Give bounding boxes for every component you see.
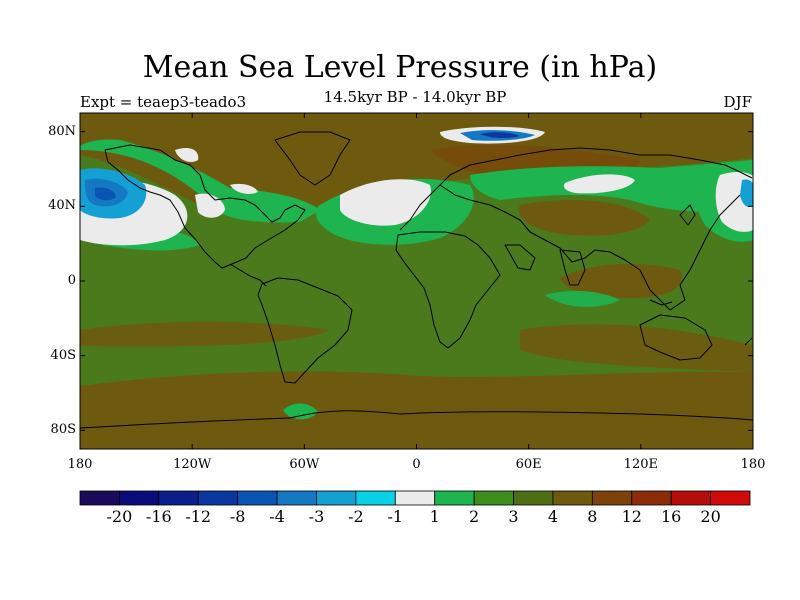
x-tick-label: 60W	[289, 457, 320, 472]
x-tick-label: 60E	[515, 457, 542, 472]
x-tick-label: 120E	[623, 457, 658, 472]
season-label: DJF	[723, 93, 752, 111]
colorbar-swatch	[158, 490, 199, 506]
colorbar-label: 4	[547, 507, 559, 526]
colorbar-label: -3	[308, 507, 325, 526]
colorbar-swatch	[473, 490, 514, 506]
colorbar-label: -20	[106, 507, 133, 526]
colorbar-label: 20	[700, 507, 721, 526]
pressure-field	[80, 113, 753, 449]
colorbar-label: -8	[229, 507, 246, 526]
colorbar-swatch	[591, 490, 633, 506]
colorbar-label: 8	[587, 507, 598, 526]
colorbar-label: 3	[508, 507, 519, 526]
y-ticks	[80, 131, 753, 431]
colorbar-label: 2	[469, 507, 480, 526]
y-tick-label: 0	[67, 273, 76, 288]
x-ticks	[79, 113, 754, 449]
colorbar-swatch	[631, 490, 672, 506]
y-tick-label: 40S	[50, 347, 76, 363]
chart-title: Mean Sea Level Pressure (in hPa)	[142, 50, 658, 85]
colorbar-swatch	[710, 490, 751, 506]
colorbar-swatch	[79, 490, 120, 506]
y-tick-label: 80N	[48, 123, 76, 139]
x-tick-label: 180	[67, 457, 93, 472]
colorbar-swatch	[119, 490, 160, 506]
colorbar-label: 1	[429, 507, 440, 526]
colorbar-swatch	[434, 490, 475, 506]
colorbar-label: -1	[387, 507, 404, 526]
colorbar-label: 12	[621, 507, 642, 526]
colorbar-label: -12	[185, 507, 212, 526]
colorbar-swatch	[316, 490, 357, 506]
colorbar-label: -4	[269, 507, 285, 526]
colorbar-label: -2	[348, 507, 364, 526]
colorbar-label: 16	[660, 507, 682, 526]
colorbar	[79, 490, 751, 506]
colorbar-swatch	[197, 490, 239, 506]
x-tick-label: 180	[740, 457, 766, 472]
colorbar-swatch	[552, 490, 593, 506]
colorbar-swatch	[237, 490, 278, 506]
colorbar-swatch	[670, 490, 711, 506]
colorbar-label: -16	[145, 507, 172, 526]
coastlines	[79, 131, 754, 429]
colorbar-swatch	[276, 490, 317, 506]
x-tick-label: 0	[412, 457, 421, 472]
colorbar-swatch	[355, 490, 396, 506]
colorbar-swatch	[394, 490, 436, 506]
chart-subtitle: 14.5kyr BP - 14.0kyr BP	[323, 88, 507, 106]
x-tick-label: 120W	[173, 457, 212, 472]
colorbar-swatch	[513, 490, 554, 506]
experiment-label: Expt = teaep3-teado3	[80, 93, 247, 111]
y-tick-label: 80S	[50, 422, 76, 438]
y-tick-label: 40N	[48, 198, 76, 214]
